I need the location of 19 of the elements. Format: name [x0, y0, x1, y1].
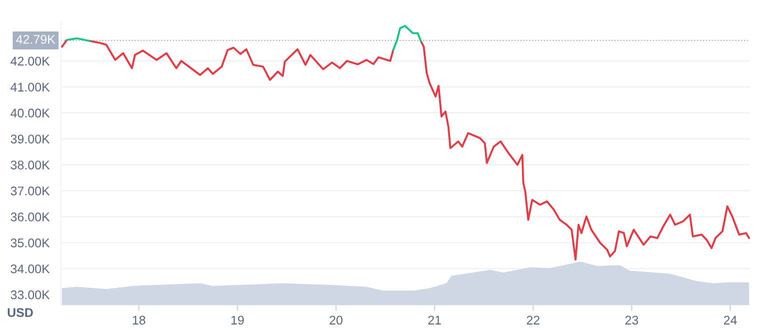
y-tick-label: 40.00K — [10, 108, 50, 118]
y-tick-label: 41.00K — [10, 82, 50, 92]
y-tick-label: 37.00K — [10, 186, 50, 196]
x-tick-label: 18 — [132, 316, 146, 325]
x-tick-label: 24 — [724, 316, 737, 324]
y-axis-title: USD — [8, 308, 33, 318]
x-tick-label: 19 — [231, 316, 244, 325]
y-tick-label: 35.00K — [10, 238, 50, 248]
x-tick-label: 20 — [330, 316, 342, 325]
y-tick-label: 38.00K — [10, 160, 50, 170]
y-tick-label: 33.00K — [10, 290, 50, 300]
x-tick-label: 22 — [526, 316, 540, 324]
x-tick-label: 21 — [428, 316, 441, 324]
x-tick-label: 23 — [625, 316, 638, 325]
ref-line-label: 42.79K — [16, 34, 56, 44]
y-tick-label: 34.00K — [10, 264, 50, 274]
y-tick-label: 36.00K — [10, 212, 50, 222]
y-tick-label: 39.00K — [10, 134, 50, 144]
y-tick-label: 42.00K — [10, 56, 50, 66]
